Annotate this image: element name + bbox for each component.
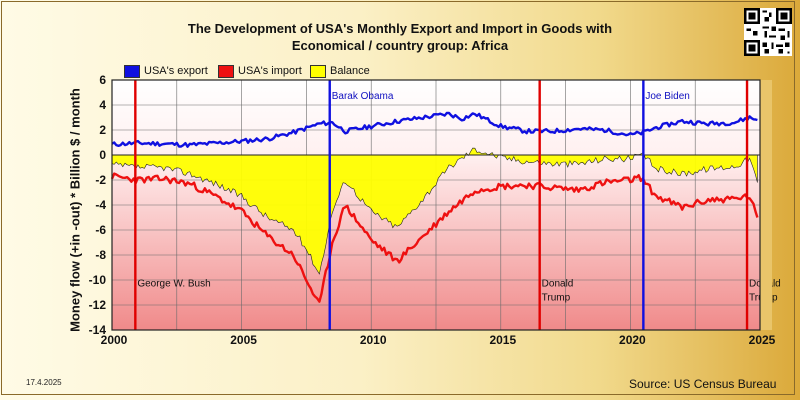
x-tick-label: 2015	[489, 333, 517, 347]
y-tick-label: -6	[95, 223, 106, 237]
plot-right-edge	[760, 80, 772, 330]
president-label: Donald	[542, 278, 574, 289]
legend-label-balance: Balance	[330, 65, 370, 77]
president-label: Barak Obama	[332, 91, 394, 102]
legend-item-import: USA's import	[218, 64, 318, 81]
chart-title: The Development of USA's Monthly Export …	[120, 20, 680, 54]
y-tick-label: -10	[88, 273, 106, 287]
title-line-2: Economical / country group: Africa	[291, 38, 509, 53]
x-tick-label: 2000	[100, 333, 128, 347]
y-tick-label: -12	[88, 298, 106, 312]
legend-item-export: USA's export	[124, 64, 224, 81]
legend-label-import: USA's import	[238, 65, 302, 77]
source-note: Source: US Census Bureau	[629, 377, 777, 391]
series-import-line	[110, 172, 759, 303]
y-tick-label: -8	[95, 248, 106, 262]
title-line-1: The Development of USA's Monthly Export …	[187, 21, 613, 36]
y-tick-label: 0	[99, 148, 106, 162]
legend-swatch-import	[218, 65, 234, 78]
legend-swatch-export	[124, 65, 140, 78]
president-label: Trump	[542, 292, 571, 303]
x-tick-label: 2010	[359, 333, 387, 347]
date-stamp: 17.4.2025	[26, 378, 62, 387]
qr-code-icon	[744, 8, 792, 56]
legend-label-export: USA's export	[144, 65, 208, 77]
legend-swatch-balance	[310, 65, 326, 78]
president-label: Joe Biden	[645, 91, 689, 102]
legend-item-balance: Balance	[310, 64, 390, 81]
x-tick-label: 2025	[748, 333, 776, 347]
y-tick-label: 6	[99, 73, 106, 87]
president-label: George W. Bush	[137, 278, 210, 289]
y-tick-label: 4	[99, 98, 106, 112]
y-tick-label: -2	[95, 173, 106, 187]
plot-frame	[111, 79, 761, 331]
chart-frame	[1, 1, 795, 395]
y-tick-label: 2	[99, 123, 106, 137]
x-tick-label: 2005	[230, 333, 257, 347]
y-tick-label: -4	[95, 198, 106, 212]
series-balance-area	[111, 147, 758, 275]
x-tick-label: 2020	[619, 333, 646, 347]
y-tick-label: -14	[88, 323, 106, 337]
series-export-line	[111, 111, 758, 148]
